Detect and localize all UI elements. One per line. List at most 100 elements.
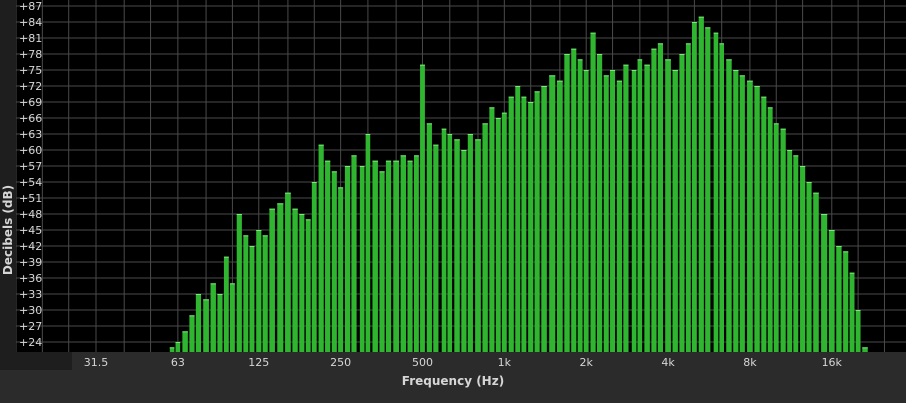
spectrum-bar xyxy=(407,160,413,358)
y-tick-label: +51 xyxy=(19,192,42,205)
spectrum-bar-cap xyxy=(210,283,216,285)
spectrum-bar-cap xyxy=(577,59,583,61)
spectrum-bar xyxy=(223,256,229,358)
x-tick-label: 31.5 xyxy=(84,356,109,369)
spectrum-bar xyxy=(713,32,719,359)
spectrum-bar xyxy=(603,75,609,358)
spectrum-bar xyxy=(564,54,570,358)
y-tick-label: +84 xyxy=(19,16,42,29)
spectrum-bar xyxy=(726,59,732,358)
spectrum-bar xyxy=(773,123,779,358)
spectrum-bar xyxy=(843,251,849,358)
spectrum-bar xyxy=(813,192,819,358)
spectrum-bar xyxy=(679,54,685,358)
spectrum-bar xyxy=(787,150,793,358)
spectrum-bar-cap xyxy=(828,230,835,231)
spectrum-bar-cap xyxy=(182,331,188,333)
spectrum-bar-cap xyxy=(305,219,311,221)
spectrum-bar-cap xyxy=(433,144,439,146)
spectrum-bar-cap xyxy=(236,214,242,215)
spectrum-bar xyxy=(372,160,378,358)
spectrum-bar xyxy=(739,75,745,358)
y-axis-title: Decibels (dB) xyxy=(1,184,15,276)
spectrum-bar-cap xyxy=(556,80,563,82)
spectrum-bar xyxy=(229,283,235,358)
spectrum-bar-cap xyxy=(767,107,773,109)
spectrum-bar-cap xyxy=(651,48,657,50)
y-tick-label: +81 xyxy=(19,32,42,45)
spectrum-bar xyxy=(761,96,767,359)
spectrum-bar xyxy=(365,134,371,358)
spectrum-bar xyxy=(665,59,671,358)
y-tick-label: +75 xyxy=(19,64,42,77)
spectrum-bar-cap xyxy=(637,59,643,61)
spectrum-bar-cap xyxy=(685,43,691,45)
spectrum-bar-cap xyxy=(508,96,514,98)
spectrum-bar-cap xyxy=(806,182,812,183)
x-axis-title: Frequency (Hz) xyxy=(401,374,505,388)
spectrum-bar xyxy=(325,160,331,358)
spectrum-bar xyxy=(501,112,507,359)
spectrum-bar-cap xyxy=(189,315,195,317)
spectrum-bar xyxy=(482,123,488,358)
spectrum-bars xyxy=(169,16,868,359)
spectrum-bar-cap xyxy=(590,32,596,34)
spectrum-bar xyxy=(256,230,262,358)
spectrum-bar-cap xyxy=(836,246,842,247)
spectrum-bar xyxy=(426,123,432,358)
spectrum-bar xyxy=(637,59,643,358)
spectrum-bar xyxy=(849,272,855,358)
spectrum-bar-cap xyxy=(243,235,249,237)
spectrum-bar-cap xyxy=(739,75,745,77)
spectrum-bar-cap xyxy=(285,192,291,194)
spectrum-bar xyxy=(672,70,678,358)
spectrum-bar-cap xyxy=(521,96,527,98)
y-tick-label: +45 xyxy=(19,224,42,237)
spectrum-bar xyxy=(461,150,467,358)
spectrum-bar xyxy=(515,86,521,358)
y-tick-label: +48 xyxy=(19,208,42,221)
spectrum-bar xyxy=(754,86,760,358)
spectrum-bar-cap xyxy=(299,214,305,215)
spectrum-bar-cap xyxy=(541,86,547,87)
x-tick-labels: 31.5 63 125 250 500 1k 2k 4k 8k 16k xyxy=(84,356,843,369)
spectrum-bar-cap xyxy=(787,150,793,151)
spectrum-bar-cap xyxy=(813,192,819,194)
spectrum-bar xyxy=(203,299,209,358)
spectrum-bar xyxy=(475,139,481,358)
spectrum-bar-cap xyxy=(482,123,488,125)
x-tick-label: 2k xyxy=(580,356,594,369)
spectrum-bar-cap xyxy=(571,48,577,50)
y-tick-labels: +21+24+27+30+33+36+39+42+45+48+51+54+57+… xyxy=(19,0,42,365)
spectrum-bar xyxy=(414,155,419,358)
spectrum-bar xyxy=(590,32,596,359)
spectrum-bar xyxy=(534,91,540,358)
spectrum-bar-cap xyxy=(698,16,704,18)
spectrum-bar-cap xyxy=(726,59,732,61)
spectrum-bar-cap xyxy=(719,43,725,45)
spectrum-bar-cap xyxy=(855,310,861,311)
spectrum-bar-cap xyxy=(318,144,324,146)
spectrum-bar-cap xyxy=(277,203,284,205)
spectrum-bar-cap xyxy=(528,102,534,103)
x-axis-band xyxy=(72,352,906,370)
spectrum-bar xyxy=(285,192,291,358)
spectrum-bar xyxy=(616,80,623,359)
spectrum-bar xyxy=(549,75,556,358)
y-tick-label: +66 xyxy=(19,112,42,125)
spectrum-bar-cap xyxy=(733,70,739,71)
spectrum-bar xyxy=(269,208,275,358)
y-tick-label: +60 xyxy=(19,144,42,157)
spectrum-bar xyxy=(344,166,351,358)
spectrum-bar xyxy=(644,64,650,359)
spectrum-bar xyxy=(454,139,460,358)
spectrum-bar-cap xyxy=(515,86,521,87)
spectrum-bar-cap xyxy=(821,214,828,215)
spectrum-bar xyxy=(508,96,514,359)
spectrum-bar-cap xyxy=(616,80,623,82)
spectrum-bar xyxy=(467,134,473,358)
spectrum-bar-cap xyxy=(249,246,255,247)
spectrum-bar xyxy=(596,54,603,358)
spectrum-bar xyxy=(351,155,357,358)
x-tick-label: 63 xyxy=(171,356,185,369)
